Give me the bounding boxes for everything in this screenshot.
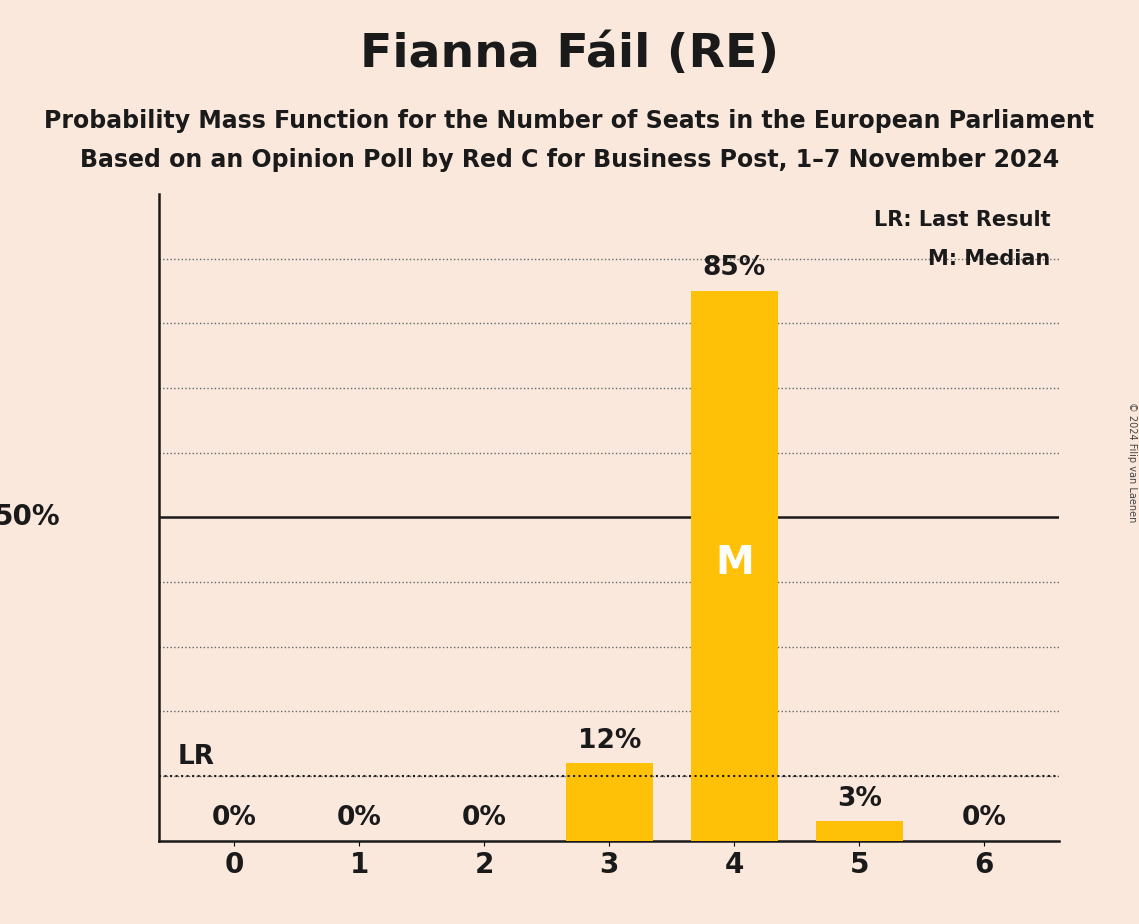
Text: 0%: 0% xyxy=(337,805,382,832)
Text: Based on an Opinion Poll by Red C for Business Post, 1–7 November 2024: Based on an Opinion Poll by Red C for Bu… xyxy=(80,148,1059,172)
Text: 0%: 0% xyxy=(212,805,257,832)
Text: 50%: 50% xyxy=(0,504,60,531)
Bar xyxy=(566,763,653,841)
Text: LR: Last Result: LR: Last Result xyxy=(874,211,1050,230)
Text: 3%: 3% xyxy=(837,785,882,812)
Text: © 2024 Filip van Laenen: © 2024 Filip van Laenen xyxy=(1126,402,1137,522)
Text: 12%: 12% xyxy=(577,727,641,754)
Bar xyxy=(690,291,778,841)
Text: M: M xyxy=(715,543,754,582)
Text: Probability Mass Function for the Number of Seats in the European Parliament: Probability Mass Function for the Number… xyxy=(44,109,1095,133)
Text: 0%: 0% xyxy=(462,805,507,832)
Text: M: Median: M: Median xyxy=(928,249,1050,269)
Text: LR: LR xyxy=(178,744,214,770)
Bar xyxy=(816,821,903,841)
Text: 0%: 0% xyxy=(961,805,1007,832)
Text: Fianna Fáil (RE): Fianna Fáil (RE) xyxy=(360,32,779,78)
Text: 85%: 85% xyxy=(703,255,765,281)
